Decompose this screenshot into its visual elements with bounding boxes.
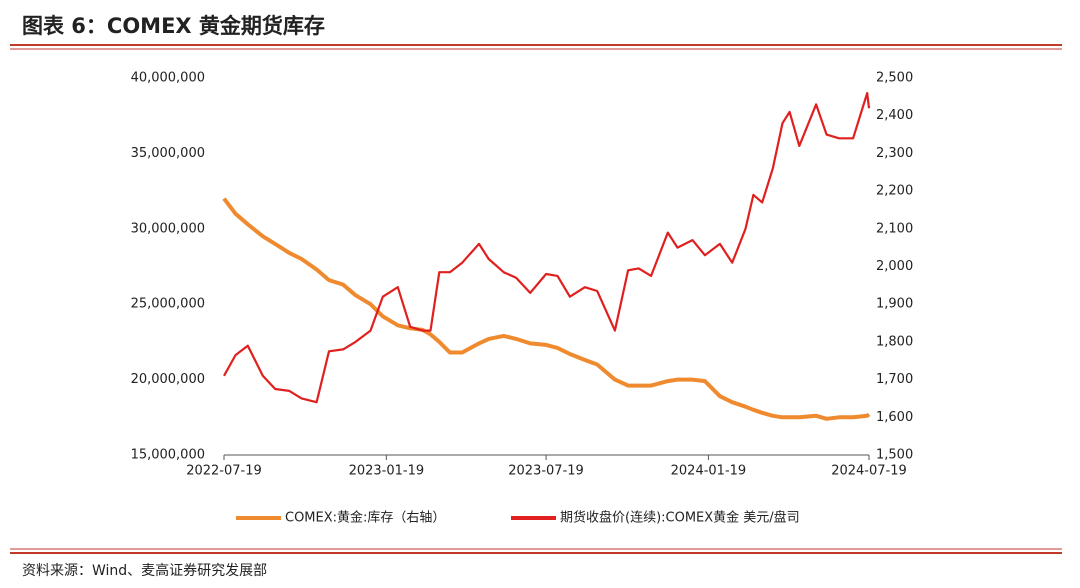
x-tick-label: 2024-01-19 xyxy=(671,464,747,479)
series-line xyxy=(222,197,871,421)
source-note: 资料来源：Wind、麦高证券研究发展部 xyxy=(22,562,267,579)
y2-tick-label: 2,400 xyxy=(876,108,913,123)
y2-tick-label: 1,500 xyxy=(876,448,913,463)
y-tick-label: 30,000,000 xyxy=(131,221,205,236)
x-tick-label: 2024-07-19 xyxy=(831,464,907,479)
y-tick-label: 35,000,000 xyxy=(131,146,205,161)
series-line xyxy=(223,92,871,404)
x-tick-label: 2023-01-19 xyxy=(349,464,425,479)
y-tick-label: 20,000,000 xyxy=(131,372,205,387)
x-tick-label: 2022-07-19 xyxy=(186,464,262,479)
y2-tick-label: 2,100 xyxy=(876,221,913,236)
x-tick-label: 2023-07-19 xyxy=(508,464,584,479)
y-tick-label: 40,000,000 xyxy=(131,71,205,86)
y2-tick-label: 1,700 xyxy=(876,372,913,387)
legend-label: 期货收盘价(连续):COMEX黄金 美元/盘司 xyxy=(560,510,800,526)
y2-tick-label: 1,800 xyxy=(876,334,913,349)
legend-label: COMEX:黄金:库存（右轴） xyxy=(285,510,445,526)
y-tick-label: 25,000,000 xyxy=(131,297,205,312)
y2-tick-label: 2,000 xyxy=(876,259,913,274)
y2-tick-label: 2,200 xyxy=(876,184,913,199)
y2-tick-label: 2,500 xyxy=(876,71,913,86)
y2-tick-label: 1,900 xyxy=(876,297,913,312)
y2-tick-label: 1,600 xyxy=(876,410,913,425)
y2-tick-label: 2,300 xyxy=(876,146,913,161)
chart-title: 图表 6：COMEX 黄金期货库存 xyxy=(22,14,325,38)
y-tick-label: 15,000,000 xyxy=(131,448,205,463)
